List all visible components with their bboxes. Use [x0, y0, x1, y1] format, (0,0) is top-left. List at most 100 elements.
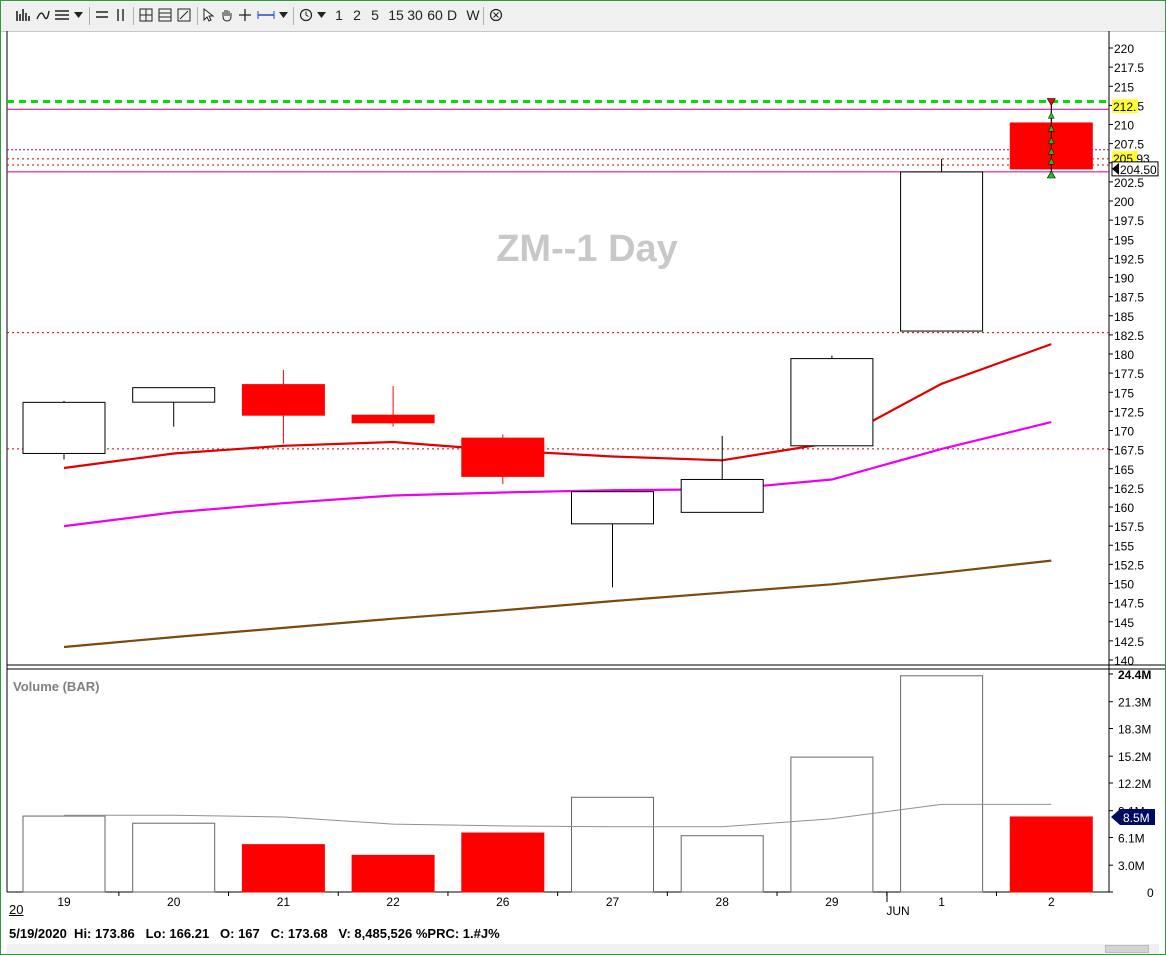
split-panel-icon[interactable]: [113, 5, 129, 25]
month-label: JUN: [886, 904, 909, 918]
price-axis-label: 152.5: [1114, 558, 1144, 572]
volume-panel-label: Volume (BAR): [13, 679, 99, 694]
price-axis-label: 150: [1114, 578, 1134, 592]
price-axis-label: 180: [1114, 348, 1134, 362]
chart-watermark-title: ZM--1 Day: [496, 228, 678, 270]
volume-axis-label: 15.2M: [1118, 750, 1151, 764]
price-marker-high-bg: [1112, 99, 1138, 114]
price-axis-label: 187.5: [1114, 291, 1144, 305]
hand-pan-icon[interactable]: [219, 5, 235, 25]
candle-body: [351, 414, 435, 424]
volume-axis-label: 3.0M: [1118, 859, 1145, 873]
stacked-layout-icon[interactable]: [156, 5, 174, 25]
studies-icon[interactable]: [35, 5, 51, 25]
moving-average-line-2: [63, 421, 1052, 528]
single-panel-icon[interactable]: [93, 5, 111, 25]
volume-bar: [790, 756, 874, 893]
volume-bar: [351, 854, 435, 893]
chart-type-icon[interactable]: [15, 5, 33, 25]
interval-button-15[interactable]: 15: [388, 7, 404, 23]
date-axis-label: 27: [606, 895, 620, 909]
candle-body: [571, 491, 654, 525]
price-axis-label: 175: [1114, 386, 1134, 400]
volume-average-line: [64, 803, 1052, 828]
candle-body: [900, 171, 984, 332]
volume-axis-label: 18.3M: [1118, 723, 1151, 737]
date-axis-label: 29: [825, 895, 839, 909]
volume-current-marker-bg: [1111, 808, 1155, 825]
price-axis-label: 202.5: [1114, 176, 1144, 190]
interval-button-d[interactable]: D: [446, 7, 458, 23]
horizontal-scrollbar[interactable]: [7, 944, 1159, 954]
volume-axis-label: 12.2M: [1118, 777, 1151, 791]
crosshair-icon[interactable]: [237, 5, 253, 25]
price-axis-label: 217.5: [1114, 61, 1144, 75]
date-axis-label: 2: [1048, 895, 1055, 909]
date-axis-label: 1: [938, 895, 945, 909]
volume-axis-label: 0: [1147, 886, 1154, 900]
price-axis-label: 160: [1114, 501, 1134, 515]
volume-bar: [680, 835, 764, 893]
price-axis-label: 207.5: [1114, 138, 1144, 152]
price-axis-label: 165: [1114, 463, 1134, 477]
candle-body: [461, 437, 545, 477]
volume-bar: [900, 675, 984, 893]
price-marker-last-arrow-icon: [1112, 162, 1119, 175]
volume-axis-label: 6.1M: [1118, 832, 1145, 846]
buy-marker-icon: [1046, 170, 1056, 179]
date-axis-label: 19: [57, 895, 71, 909]
volume-axis-label: 21.3M: [1118, 696, 1151, 710]
price-axis-label: 147.5: [1114, 597, 1144, 611]
chevron-down-icon[interactable]: [71, 5, 85, 25]
price-axis-label: 192.5: [1114, 252, 1144, 266]
volume-bar: [1009, 816, 1093, 893]
moving-average-line-3: [63, 559, 1052, 649]
zoom-box-icon[interactable]: [175, 5, 193, 25]
date-axis-label: 26: [496, 895, 510, 909]
grid-layout-icon[interactable]: [137, 5, 155, 25]
price-axis-label: 182.5: [1114, 329, 1144, 343]
date-axis-label: 28: [716, 895, 730, 909]
price-axis-label: 157.5: [1114, 520, 1144, 534]
scrollbar-thumb[interactable]: [1105, 945, 1149, 953]
interval-button-5[interactable]: 5: [371, 7, 379, 23]
price-axis-label: 155: [1114, 539, 1134, 553]
candle-body: [241, 384, 325, 416]
price-axis-label: 185: [1114, 310, 1134, 324]
price-axis-label: 140: [1114, 654, 1134, 668]
price-axis-label: 145: [1114, 616, 1134, 630]
interval-button-2[interactable]: 2: [353, 7, 361, 23]
pointer-icon[interactable]: [201, 5, 217, 25]
chevron-down-icon[interactable]: [315, 5, 327, 25]
price-axis-label: 210: [1114, 119, 1134, 133]
price-axis-label: 142.5: [1114, 635, 1144, 649]
volume-bar: [461, 832, 545, 893]
volume-axis-label: 24.4M: [1118, 668, 1151, 682]
buy-marker-icon: [1047, 111, 1055, 119]
interval-button-30[interactable]: 30: [407, 7, 423, 23]
price-axis-label: 200: [1114, 195, 1134, 209]
chevron-down-icon[interactable]: [277, 5, 289, 25]
lines-menu-icon[interactable]: [53, 5, 71, 25]
interval-button-w[interactable]: W: [466, 7, 480, 23]
price-axis-label: 220: [1114, 42, 1134, 56]
candle-body: [680, 478, 764, 513]
measure-tool-icon[interactable]: [255, 5, 277, 25]
buy-marker-icon: [1047, 137, 1055, 144]
price-axis-label: 162.5: [1114, 482, 1144, 496]
volume-bar: [22, 815, 106, 893]
price-axis-label: 170: [1114, 425, 1134, 439]
sell-marker-icon: [1046, 98, 1056, 107]
date-axis-label: 22: [386, 895, 400, 909]
close-chart-icon[interactable]: [487, 5, 505, 25]
price-axis-label: 195: [1114, 233, 1134, 247]
interval-button-60[interactable]: 60: [427, 7, 443, 23]
date-axis-label: 21: [277, 895, 291, 909]
volume-bar: [132, 822, 216, 893]
price-marker-last: 204.50: [1120, 163, 1157, 177]
interval-button-1[interactable]: 1: [335, 7, 343, 23]
clock-icon[interactable]: [297, 5, 315, 25]
year-label: 20: [9, 902, 24, 917]
